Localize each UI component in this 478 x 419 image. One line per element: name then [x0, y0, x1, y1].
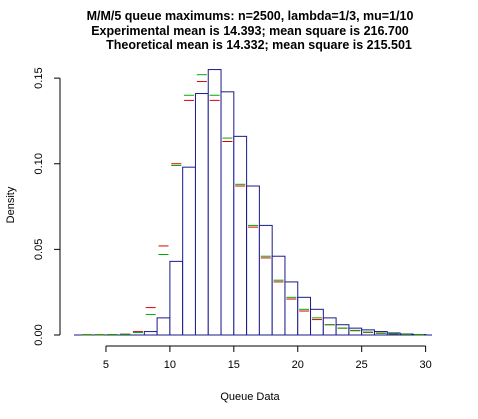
y-tick-label: 0.00: [33, 324, 45, 345]
x-axis: 5 10 15 20 25 30: [103, 345, 432, 371]
histogram-bar: [284, 281, 299, 336]
x-tick-label: 5: [103, 359, 109, 371]
histogram-bar: [310, 308, 324, 336]
histogram-bar: [182, 166, 196, 336]
histogram-bar: [258, 224, 273, 336]
y-tick-label: 0.10: [33, 153, 45, 174]
x-axis-label: Queue Data: [220, 391, 280, 403]
chart-title-line-2: Experimental mean is 14.393; mean square…: [91, 24, 409, 38]
histogram-bar: [271, 255, 286, 336]
y-axis-label: Density: [5, 186, 17, 223]
histogram-bar: [169, 260, 184, 336]
histogram-bar: [335, 324, 350, 336]
histogram-bar: [348, 327, 363, 336]
x-tick-label: 10: [164, 359, 176, 371]
histogram-bar: [220, 91, 235, 336]
chart-title-line-3: Theoretical mean is 14.332; mean square …: [106, 38, 412, 52]
y-tick-label: 0.15: [33, 67, 45, 88]
bars-layer: [143, 69, 427, 336]
x-tick-label: 25: [356, 359, 368, 371]
chart-title-line-1: M/M/5 queue maximums: n=2500, lambda=1/3…: [87, 9, 414, 23]
x-tick-label: 30: [419, 359, 431, 371]
markers-layer: [81, 74, 425, 336]
histogram-bar: [246, 185, 260, 336]
y-tick-label: 0.05: [33, 239, 45, 260]
histogram-bar: [322, 317, 337, 336]
histogram-bar: [156, 317, 171, 336]
histogram-bar: [297, 296, 312, 336]
histogram-bar: [207, 69, 222, 336]
histogram-bar: [233, 135, 248, 336]
x-tick-label: 15: [228, 359, 240, 371]
chart-title: M/M/5 queue maximums: n=2500, lambda=1/3…: [87, 9, 414, 52]
histogram-bar: [194, 93, 209, 336]
y-axis: 0.00 0.05 0.10 0.15: [33, 67, 61, 346]
histogram-bar: [143, 331, 158, 336]
x-tick-label: 20: [292, 359, 304, 371]
